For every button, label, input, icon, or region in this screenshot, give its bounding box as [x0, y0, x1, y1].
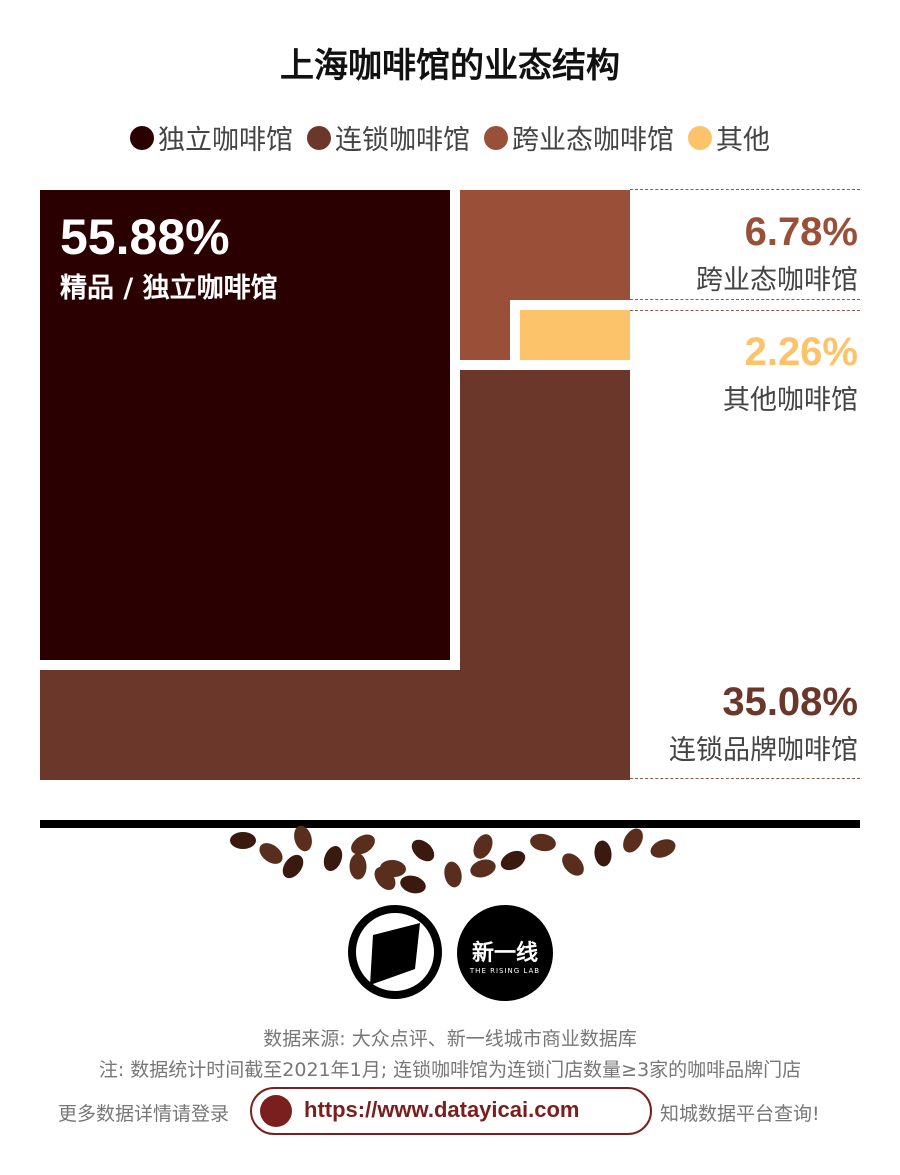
- treemap-block-cross: [460, 190, 630, 300]
- treemap-block-other: [520, 310, 630, 360]
- coffee-bean: [647, 835, 679, 862]
- logo-icon: [348, 905, 442, 999]
- category-label: 精品 / 独立咖啡馆: [60, 273, 278, 304]
- legend-item: 连锁咖啡馆: [307, 118, 470, 157]
- coffee-bean: [619, 824, 647, 857]
- coffee-bean: [469, 831, 497, 862]
- coffee-bean: [320, 843, 346, 874]
- legend-item: 独立咖啡馆: [130, 118, 293, 157]
- treemap-block-chain-part: [460, 370, 630, 670]
- legend-label: 独立咖啡馆: [158, 125, 293, 156]
- legend-item: 跨业态咖啡馆: [484, 118, 674, 157]
- treemap-block-chain: [40, 670, 630, 780]
- category-label: 其他咖啡馆: [723, 385, 858, 416]
- cta-right: 知城数据平台查询!: [660, 1103, 820, 1125]
- cta-left: 更多数据详情请登录: [58, 1103, 230, 1125]
- legend-swatch: [307, 125, 331, 150]
- treemap-block-cross-part: [460, 300, 510, 360]
- coffee-bean: [230, 832, 256, 849]
- url-text[interactable]: https://www.datayicai.com: [304, 1097, 580, 1122]
- value-label: 6.78%: [744, 210, 858, 254]
- divider: [630, 299, 860, 300]
- coffee-bean: [349, 853, 367, 880]
- value-label: 35.08%: [722, 680, 858, 724]
- legend-label: 跨业态咖啡馆: [512, 125, 674, 156]
- legend-label: 其他: [716, 125, 770, 156]
- coffee-bean: [497, 847, 529, 874]
- coffee-bean: [347, 830, 379, 859]
- legend-swatch: [688, 125, 712, 150]
- rising-lab-logo: 新一线 THE RISING LAB: [457, 905, 553, 1001]
- value-label: 2.26%: [744, 330, 858, 374]
- url-link[interactable]: https://www.datayicai.com: [250, 1087, 652, 1135]
- logo-subtext: THE RISING LAB: [469, 967, 541, 975]
- legend-swatch: [484, 125, 508, 150]
- datayicai-logo-icon: [260, 1095, 292, 1127]
- coffee-bean: [468, 856, 498, 881]
- coffee-bean: [593, 839, 613, 868]
- coffee-bean: [407, 835, 439, 866]
- coffee-bean: [291, 823, 315, 854]
- coffee-bean: [398, 872, 428, 897]
- value-label: 55.88%: [60, 209, 230, 265]
- divider-bar: [40, 820, 860, 828]
- divider: [630, 189, 860, 190]
- coffee-bean: [255, 838, 287, 869]
- legend-swatch: [130, 125, 154, 150]
- coffee-bean: [528, 831, 558, 854]
- treemap-block-independent: 55.88% 精品 / 独立咖啡馆: [40, 190, 450, 660]
- chart-title: 上海咖啡馆的业态结构: [280, 46, 620, 86]
- legend-item: 其他: [688, 118, 770, 157]
- logo-text: 新一线: [471, 941, 538, 966]
- note-text: 注: 数据统计时间截至2021年1月; 连锁咖啡馆为连锁门店数量≥3家的咖啡品牌…: [98, 1059, 802, 1081]
- divider: [630, 778, 860, 779]
- legend: 独立咖啡馆 连锁咖啡馆 跨业态咖啡馆 其他: [0, 118, 900, 157]
- category-label: 跨业态咖啡馆: [696, 265, 858, 296]
- category-label: 连锁品牌咖啡馆: [669, 735, 858, 766]
- legend-label: 连锁咖啡馆: [335, 125, 470, 156]
- coffee-bean: [442, 860, 464, 889]
- coffee-bean: [557, 849, 589, 880]
- source-text: 数据来源: 大众点评、新一线城市商业数据库: [263, 1028, 637, 1050]
- divider: [630, 310, 860, 311]
